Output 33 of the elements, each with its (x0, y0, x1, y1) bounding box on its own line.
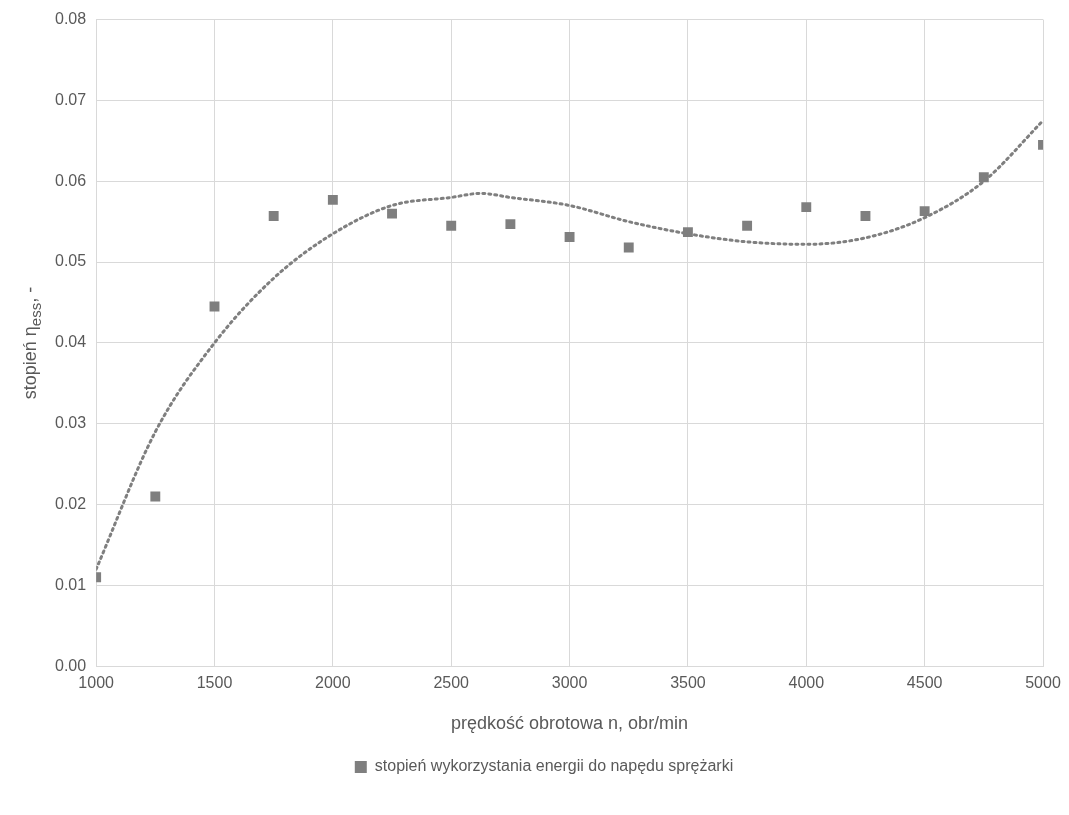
x-tick-label: 1500 (196, 674, 233, 692)
point (327, 194, 338, 205)
y-tick-label: 0.06 (55, 171, 87, 189)
point (564, 232, 575, 242)
point (860, 211, 871, 221)
x-tick-label: 3000 (551, 674, 588, 692)
point (919, 206, 930, 217)
y-tick-label: 0.02 (55, 494, 87, 512)
legend-label: stopień wykorzystania energii do napędu sprężarki (374, 757, 734, 775)
x-tick-label: 3500 (670, 674, 706, 692)
y-tick-label: 0.05 (55, 252, 87, 270)
point (446, 220, 457, 231)
y-tick-label: 0.08 (55, 10, 87, 28)
point (623, 242, 634, 253)
x-axis-title: prędkość obrotowa n, obr/min (451, 713, 689, 734)
y-tick-label: 0.07 (55, 90, 87, 108)
line-series (96, 119, 1043, 571)
y-tick-label: 0.04 (55, 333, 87, 351)
point (268, 211, 279, 221)
point (387, 208, 397, 219)
point (150, 491, 161, 502)
x-tick-label: 2500 (433, 674, 470, 692)
point (505, 219, 516, 230)
x-tick-label: 5000 (1025, 674, 1061, 692)
point (801, 202, 812, 213)
x-tick-label: 2000 (315, 674, 351, 692)
x-tick-label: 4000 (788, 674, 825, 692)
x-tick-label: 1000 (78, 674, 115, 692)
point (742, 220, 753, 231)
y-tick-label: 0.01 (55, 575, 87, 593)
y-tick-label: 0.03 (55, 414, 87, 432)
y-tick-label: 0.00 (55, 656, 87, 674)
x-tick-label: 4500 (906, 674, 943, 692)
